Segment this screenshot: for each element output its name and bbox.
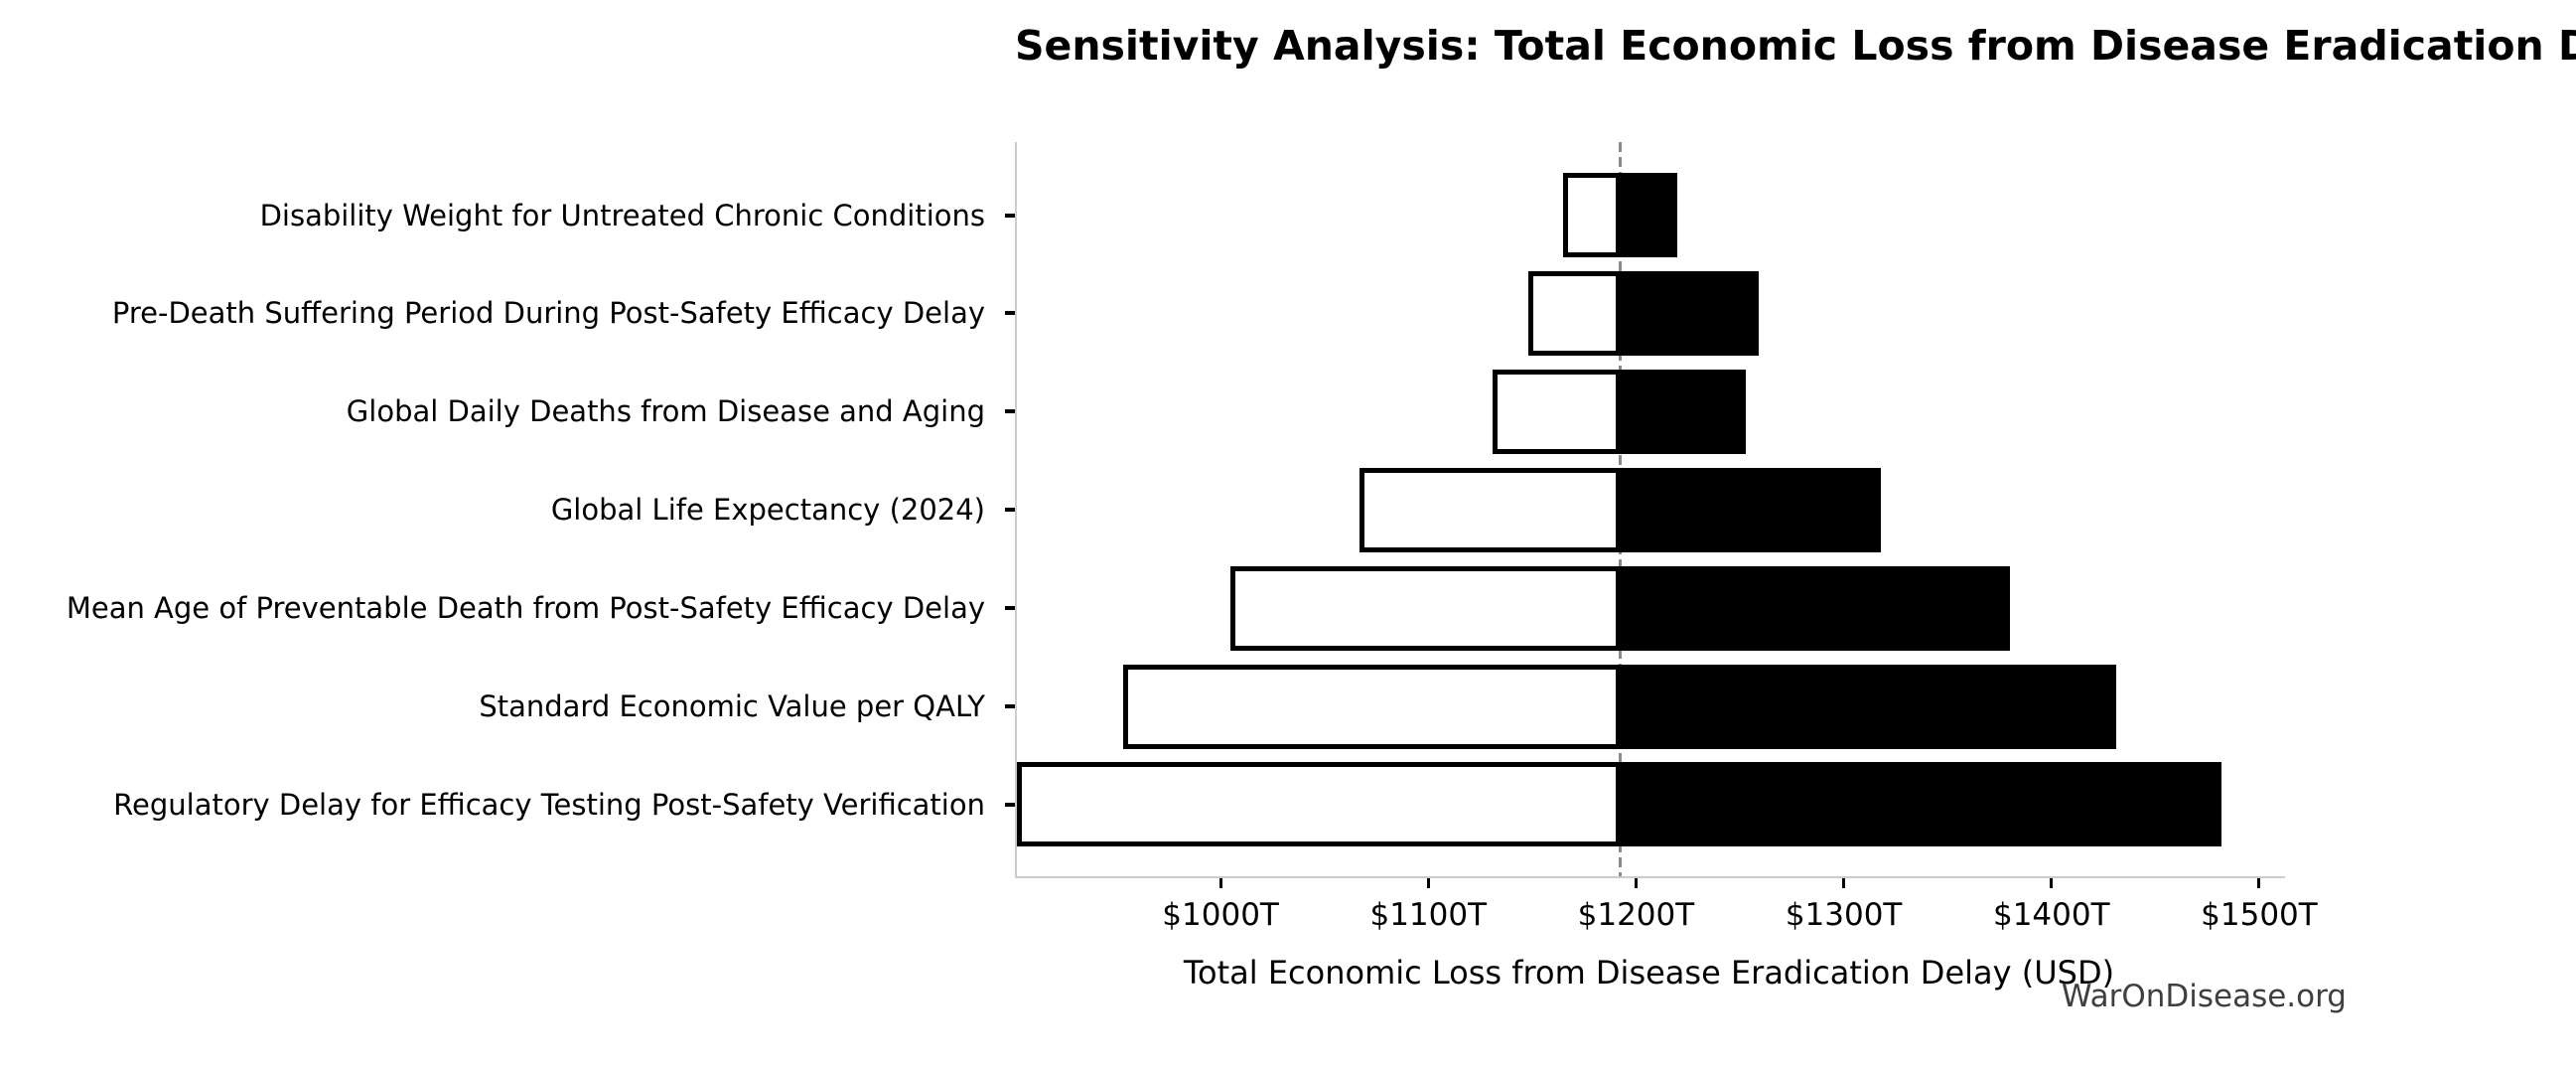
bar-low-5 <box>1122 664 1621 749</box>
x-tick-label-3: $1300T <box>1785 897 1903 933</box>
x-tick-label-2: $1200T <box>1577 897 1695 933</box>
x-tick-label-1: $1100T <box>1369 897 1488 933</box>
bar-low-2 <box>1493 369 1621 454</box>
x-tick-label-5: $1500T <box>2201 897 2318 933</box>
y-tick-mark <box>1005 409 1015 414</box>
x-tick-mark <box>1426 878 1430 888</box>
bar-low-1 <box>1527 270 1621 356</box>
y-tick-mark <box>1005 606 1015 611</box>
x-axis-label: Total Economic Loss from Disease Eradica… <box>1183 954 2115 992</box>
y-tick-label-6: Regulatory Delay for Efficacy Testing Po… <box>113 787 985 822</box>
x-tick-mark <box>2050 878 2054 888</box>
y-tick-label-1: Pre-Death Suffering Period During Post-S… <box>111 296 985 331</box>
bar-low-6 <box>1017 762 1621 847</box>
x-tick-label-4: $1400T <box>1992 897 2110 933</box>
x-tick-mark <box>1634 878 1638 888</box>
chart-title: Sensitivity Analysis: Total Economic Los… <box>1015 22 2576 70</box>
y-tick-label-3: Global Life Expectancy (2024) <box>550 493 985 528</box>
y-tick-mark <box>1005 213 1015 218</box>
bar-high-0 <box>1620 173 1678 257</box>
x-tick-label-0: $1000T <box>1162 897 1279 933</box>
y-tick-label-4: Mean Age of Preventable Death from Post-… <box>66 591 985 626</box>
bar-low-0 <box>1563 173 1621 257</box>
y-tick-mark <box>1005 311 1015 316</box>
watermark: WarOnDisease.org <box>2061 979 2347 1014</box>
bar-high-6 <box>1620 762 2222 847</box>
bar-high-4 <box>1620 565 2010 651</box>
y-tick-mark <box>1005 508 1015 513</box>
y-tick-label-2: Global Daily Deaths from Disease and Agi… <box>346 394 985 429</box>
y-tick-label-0: Disability Weight for Untreated Chronic … <box>259 198 985 232</box>
bar-low-3 <box>1360 467 1621 552</box>
x-tick-mark <box>1218 878 1222 888</box>
bar-low-4 <box>1230 565 1621 651</box>
x-tick-mark <box>1842 878 1846 888</box>
y-tick-label-5: Standard Economic Value per QALY <box>479 689 985 723</box>
bar-high-2 <box>1620 369 1747 454</box>
y-tick-mark <box>1005 802 1015 807</box>
y-tick-mark <box>1005 704 1015 708</box>
bar-high-1 <box>1620 270 1759 356</box>
bar-high-5 <box>1620 664 2116 749</box>
plot-area <box>1015 142 2285 878</box>
x-tick-mark <box>2257 878 2261 888</box>
bar-high-3 <box>1620 467 1882 552</box>
